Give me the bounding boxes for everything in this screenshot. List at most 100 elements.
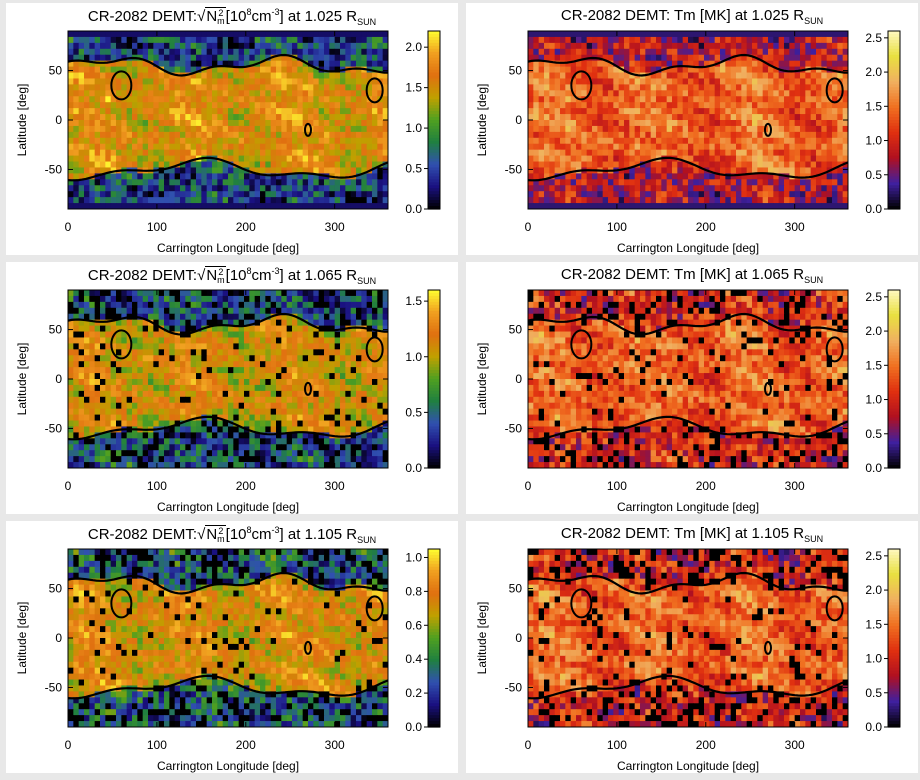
heatmap-cell	[265, 384, 272, 392]
heatmap-cell	[805, 78, 812, 85]
colorbar-swatch	[428, 128, 440, 133]
heatmap-cell	[126, 36, 133, 44]
heatmap-cell	[132, 197, 138, 204]
heatmap-cell	[640, 120, 646, 127]
heatmap-cell	[228, 373, 234, 380]
heatmap-cell	[180, 203, 186, 210]
heatmap-cell	[276, 102, 282, 109]
heatmap-cell	[666, 54, 673, 62]
heatmap-cell	[137, 131, 144, 139]
heatmap-cell	[372, 167, 378, 174]
heatmap-cell	[244, 161, 250, 168]
heatmap-cell	[570, 161, 577, 168]
heatmap-cell	[185, 319, 192, 327]
heatmap-cell	[233, 343, 240, 350]
heatmap-cell	[238, 173, 245, 180]
heatmap-cell	[254, 36, 261, 44]
x-tick-label: 200	[696, 220, 716, 234]
heatmap-cell	[714, 125, 721, 133]
heatmap-cell	[554, 78, 561, 85]
heatmap-cell	[78, 290, 85, 297]
heatmap-cell	[324, 84, 330, 91]
heatmap-cell	[826, 60, 833, 68]
heatmap-cell	[110, 319, 117, 327]
heatmap-cell	[121, 396, 128, 404]
heatmap-cell	[826, 114, 833, 121]
heatmap-cell	[350, 307, 357, 315]
heatmap-cell	[254, 48, 261, 56]
heatmap-cell	[158, 331, 165, 338]
heatmap-cell	[366, 203, 373, 210]
heatmap-cell	[800, 78, 806, 85]
heatmap-cell	[206, 36, 213, 44]
heatmap-cell	[810, 167, 817, 174]
heatmap-cell	[116, 290, 122, 297]
heatmap-cell	[78, 161, 85, 168]
heatmap-cell	[116, 72, 122, 79]
heatmap-cell	[286, 161, 293, 168]
heatmap-cell	[560, 78, 566, 85]
colorbar-swatch	[888, 81, 900, 85]
colorbar-swatch	[888, 99, 900, 103]
heatmap-cell	[366, 161, 373, 168]
heatmap-cell	[356, 78, 362, 85]
heatmap-cell	[709, 90, 716, 97]
heatmap-cell	[693, 114, 700, 121]
heatmap-cell	[752, 173, 758, 180]
heatmap-cell	[244, 307, 250, 315]
heatmap-cell	[773, 54, 780, 62]
heatmap-cell	[132, 179, 138, 186]
heatmap-cell	[212, 31, 218, 38]
heatmap-cell	[190, 319, 197, 327]
heatmap-cell	[265, 108, 272, 115]
heatmap-cell	[73, 125, 80, 133]
heatmap-cell	[265, 173, 272, 180]
heatmap-cell	[565, 131, 572, 139]
heatmap-cell	[217, 36, 224, 44]
sqrt-symbol: √N2 m	[197, 266, 226, 286]
heatmap-cell	[169, 337, 176, 344]
colorbar-swatch	[888, 188, 900, 192]
heatmap-cell	[185, 361, 192, 368]
heatmap-cell	[560, 137, 566, 145]
heatmap-cell	[709, 72, 716, 79]
heatmap-cell	[554, 185, 561, 192]
heatmap-cell	[217, 108, 224, 115]
heatmap-cell	[185, 96, 192, 103]
heatmap-cell	[105, 137, 112, 145]
heatmap-cell	[142, 313, 149, 321]
heatmap-cell	[608, 90, 614, 97]
heatmap-cell	[318, 78, 325, 85]
heatmap-cell	[126, 384, 133, 392]
heatmap-cell	[757, 197, 764, 204]
heatmap-cell	[100, 161, 106, 168]
radicand: N2 m	[205, 266, 226, 285]
heatmap-cell	[94, 84, 101, 91]
heatmap-cell	[554, 54, 561, 62]
heatmap-cell	[201, 36, 208, 44]
heatmap-cell	[249, 331, 256, 338]
heatmap-cell	[222, 361, 229, 368]
heatmap-cell	[270, 295, 277, 303]
heatmap-cell	[68, 390, 74, 398]
heatmap-cell	[634, 78, 641, 85]
heatmap-cell	[116, 131, 122, 139]
heatmap-cell	[693, 173, 700, 180]
heatmap-cell	[356, 290, 362, 297]
colorbar-swatch	[888, 158, 900, 163]
heatmap-cell	[297, 102, 304, 109]
heatmap-cell	[554, 48, 561, 56]
heatmap-cell	[105, 36, 112, 44]
heatmap-cell	[201, 72, 208, 79]
heatmap-cell	[212, 295, 218, 303]
heatmap-cell	[560, 167, 566, 174]
heatmap-cell	[592, 191, 598, 198]
heatmap-cell	[741, 66, 748, 74]
heatmap-cell	[116, 203, 122, 210]
colorbar-swatch	[428, 84, 440, 88]
heatmap-cell	[148, 66, 154, 74]
heatmap-cell	[372, 31, 378, 38]
heatmap-cell	[228, 367, 234, 374]
heatmap-cell	[602, 108, 609, 115]
heatmap-cell	[810, 66, 817, 74]
